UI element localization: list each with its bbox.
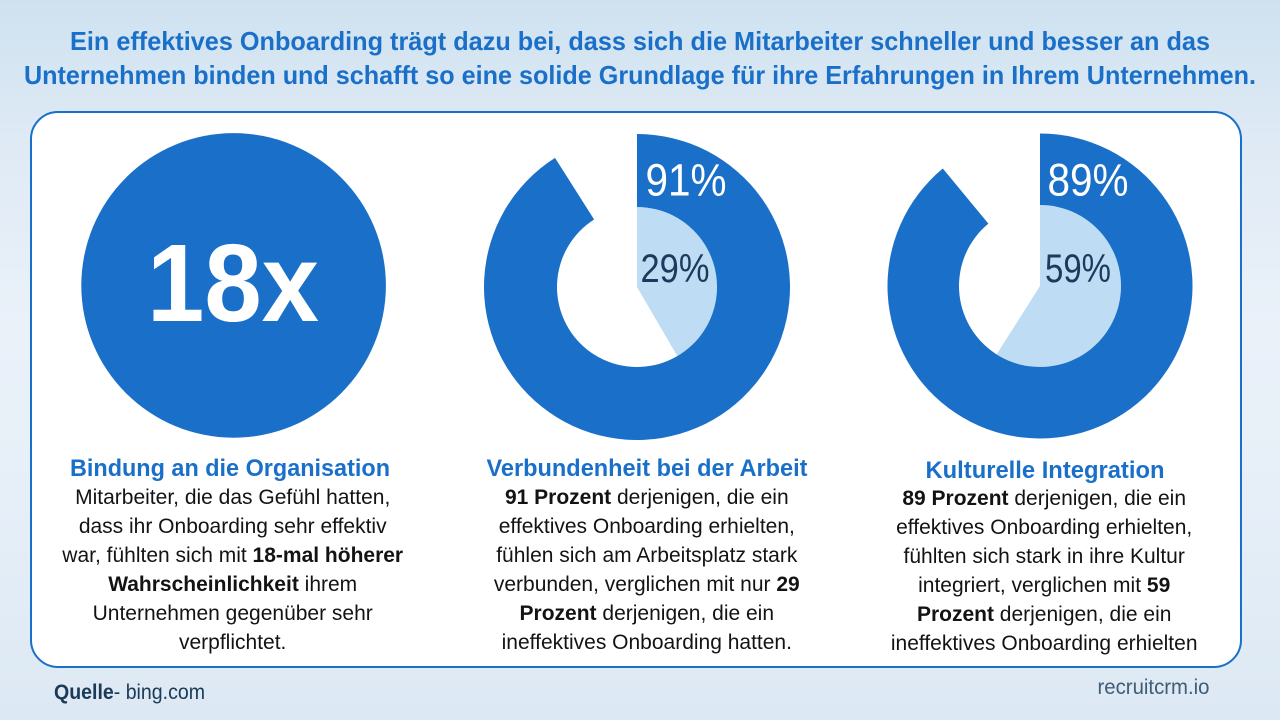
- body-line: dass ihr Onboarding sehr effektiv: [78, 515, 387, 538]
- page-title: Ein effektives Onboarding trägt dazu bei…: [0, 24, 1280, 93]
- body-line: fühlen sich am Arbeitsplatz stark: [496, 544, 798, 567]
- body-line: war, fühlten sich mit 18-mal höherer: [62, 544, 404, 567]
- body-line: fühlten sich stark in ihre Kultur: [903, 545, 1185, 568]
- source-label: Quelle: [54, 681, 114, 704]
- body-line: 91 Prozent derjenigen, die ein: [504, 486, 789, 509]
- column1-body-text: Mitarbeiter, die das Gefühl hatten, dass …: [0, 483, 583, 657]
- page-title-line-2: Unternehmen binden und schafft so eine s…: [24, 60, 1256, 91]
- source-value: - bing.com: [113, 681, 206, 704]
- donut1-inner-percent-label: 29%: [640, 246, 710, 291]
- column2-body-text: 91 Prozent derjenigen, die ein effektives…: [297, 483, 997, 657]
- body-line: ineffektives Onboarding erhielten: [890, 632, 1198, 655]
- body-line: Prozent derjenigen, die ein: [519, 602, 775, 625]
- column2-heading: Verbundenheit bei der Arbeit: [486, 455, 808, 482]
- body-line: verpflichtet.: [179, 631, 287, 654]
- body-line: effektives Onboarding erhielten,: [896, 516, 1193, 539]
- body-line: Mitarbeiter, die das Gefühl hatten,: [75, 486, 391, 509]
- body-line: 89 Prozent derjenigen, die ein: [902, 487, 1187, 510]
- donut2-outer-percent-label: 89%: [1047, 154, 1129, 206]
- donut1-outer-percent-label: 91%: [645, 154, 727, 206]
- column3-heading: Kulturelle Integration: [925, 457, 1165, 484]
- page-title-line-1: Ein effektives Onboarding trägt dazu bei…: [69, 26, 1211, 56]
- body-line: verbunden, verglichen mit nur 29: [493, 573, 800, 596]
- donut2-inner-percent-label: 59%: [1044, 246, 1111, 291]
- body-line: integriert, verglichen mit 59: [918, 574, 1171, 597]
- body-line: Unternehmen gegenüber sehr: [92, 602, 373, 625]
- body-line: Prozent derjenigen, die ein: [916, 603, 1172, 626]
- body-line: effektives Onboarding erhielten,: [498, 515, 795, 538]
- body-line: Wahrscheinlichkeit ihrem: [108, 573, 358, 596]
- column1-heading: Bindung an die Organisation: [69, 455, 390, 482]
- brand-watermark: recruitcrm.io: [1097, 676, 1210, 699]
- column3-body-text: 89 Prozent derjenigen, die ein effektives…: [694, 484, 1280, 658]
- big-number-label: 18x: [146, 222, 320, 345]
- source-attribution: Quelle- bing.com: [54, 681, 205, 705]
- body-line: ineffektives Onboarding hatten.: [501, 631, 792, 654]
